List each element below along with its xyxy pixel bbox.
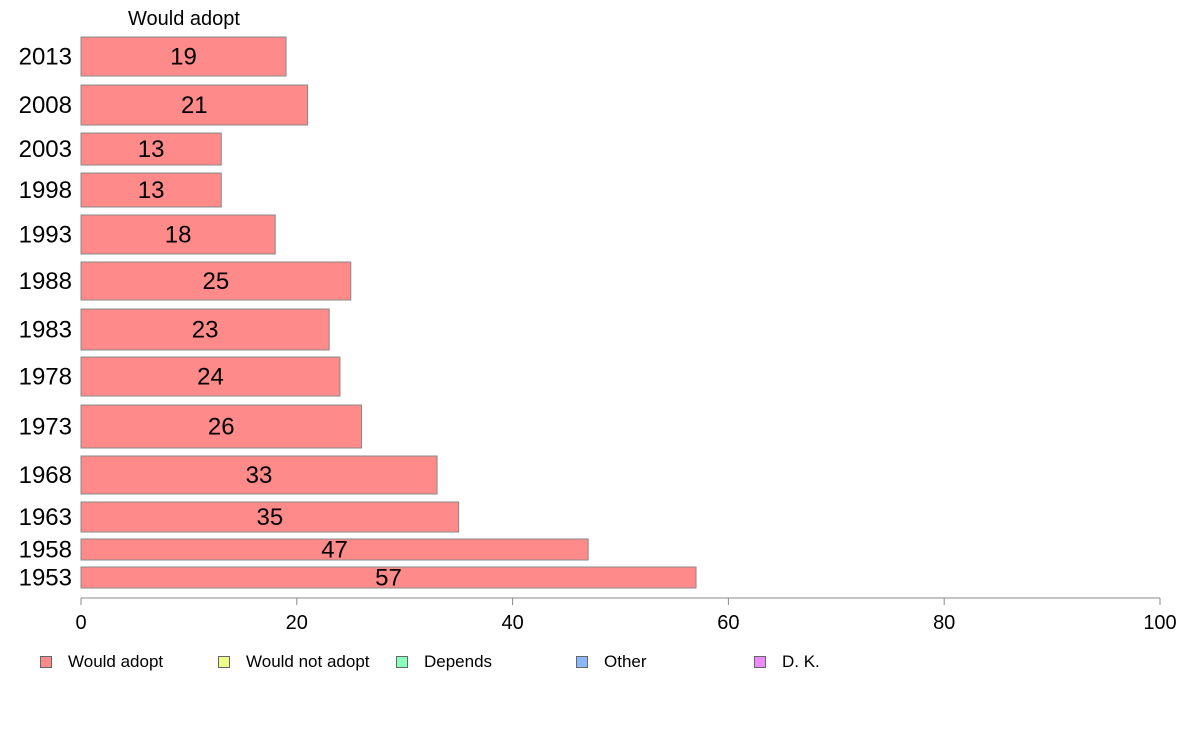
category-label-2013: 2013: [19, 44, 72, 71]
bar-value-label-1993: 18: [165, 222, 192, 249]
legend-label: D. K.: [782, 652, 820, 671]
bar-1983: [80, 308, 330, 351]
bar-2003: [80, 132, 222, 166]
bar-1988: [80, 261, 352, 301]
category-label-1953: 1953: [19, 565, 72, 592]
bar-value-label-1998: 13: [138, 177, 165, 204]
legend-item-would-not-adopt: Would not adopt: [218, 652, 370, 672]
bar-1958: [80, 538, 589, 561]
category-label-1988: 1988: [19, 268, 72, 295]
bar-value-label-1978: 24: [197, 364, 224, 391]
legend-swatch: [576, 656, 588, 668]
legend-label: Would not adopt: [246, 652, 370, 671]
category-label-2008: 2008: [19, 92, 72, 119]
bar-1953: [80, 566, 697, 589]
bar-1968: [80, 455, 438, 495]
category-label-1973: 1973: [19, 414, 72, 441]
category-label-1993: 1993: [19, 222, 72, 249]
category-label-1978: 1978: [19, 364, 72, 391]
legend-item-would-adopt: Would adopt: [40, 652, 163, 672]
legend-item-depends: Depends: [396, 652, 492, 672]
bar-1978: [80, 356, 341, 397]
legend-swatch: [396, 656, 408, 668]
legend-item-other: Other: [576, 652, 647, 672]
bar-value-label-1973: 26: [208, 414, 235, 441]
legend-swatch: [754, 656, 766, 668]
x-tick-label-0: 0: [75, 612, 86, 634]
bar-2008: [80, 84, 309, 126]
bars-group: [80, 36, 697, 589]
legend-label: Depends: [424, 652, 493, 671]
category-label-1958: 1958: [19, 537, 72, 564]
x-tick-label-60: 60: [717, 612, 739, 634]
x-tick-label-100: 100: [1143, 612, 1176, 634]
bar-1973: [80, 404, 363, 449]
x-ticks-group: 0 20 40 60 80 100: [75, 598, 1177, 634]
category-label-1998: 1998: [19, 177, 72, 204]
category-labels-group: 2013 2008 2003 1998 1993 1988 1983 1978 1973 1968…: [19, 44, 72, 592]
bar-value-label-1958: 47: [321, 537, 348, 564]
legend-item-d-k: D. K.: [754, 652, 820, 672]
legend-label: Other: [604, 652, 647, 671]
bar-value-label-1953: 57: [375, 565, 402, 592]
category-label-1968: 1968: [19, 462, 72, 489]
bar-value-label-2013: 19: [170, 44, 197, 71]
bar-1993: [80, 214, 276, 255]
category-label-1983: 1983: [19, 317, 72, 344]
x-tick-label-80: 80: [933, 612, 955, 634]
bar-value-label-1968: 33: [246, 462, 273, 489]
bar-1998: [80, 172, 222, 208]
legend-label: Would adopt: [68, 652, 164, 671]
bar-value-label-1983: 23: [192, 317, 219, 344]
bar-value-label-2008: 21: [181, 92, 208, 119]
bar-value-label-1963: 35: [256, 504, 283, 531]
series-header: Would adopt: [128, 8, 240, 30]
category-label-1963: 1963: [19, 504, 72, 531]
bar-value-label-2003: 13: [138, 136, 165, 163]
x-tick-label-40: 40: [501, 612, 523, 634]
category-label-2003: 2003: [19, 136, 72, 163]
bar-2013: [80, 36, 287, 77]
bar-value-label-1988: 25: [203, 268, 230, 295]
legend-swatch: [40, 656, 52, 668]
x-tick-label-20: 20: [286, 612, 308, 634]
bar-1963: [80, 501, 460, 533]
legend: Would adopt Would not adopt Depends Other D.…: [40, 652, 1160, 672]
legend-swatch: [218, 656, 230, 668]
